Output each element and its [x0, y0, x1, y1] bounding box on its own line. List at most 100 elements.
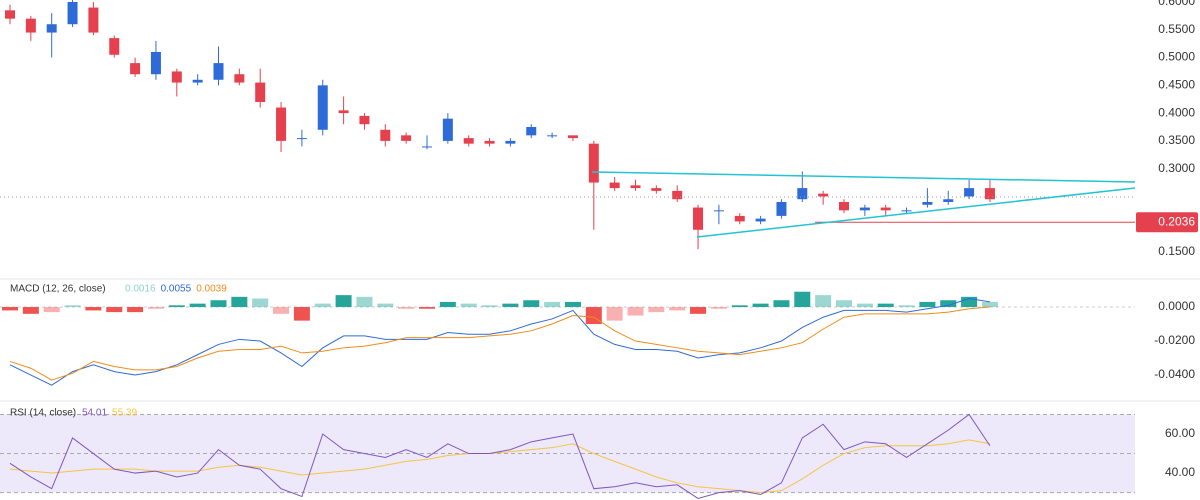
candle-body [109, 38, 120, 55]
candle-body [67, 2, 78, 25]
candle-body [734, 215, 745, 222]
macd-histogram-bar [127, 307, 144, 313]
candle-body [859, 207, 870, 211]
last-price-box [1136, 212, 1198, 233]
candle-body [213, 63, 224, 80]
macd-histogram-bar [460, 303, 477, 308]
candle-body [964, 188, 975, 197]
macd-line [9, 298, 991, 386]
macd-histogram-bar [377, 303, 394, 308]
candle-body [88, 7, 99, 33]
candle-body [526, 127, 537, 136]
candle-body [922, 202, 933, 205]
candle-body [255, 82, 266, 102]
macd-histogram-bar [273, 307, 290, 314]
macd-histogram-bar [648, 307, 665, 313]
macd-histogram-bar [210, 300, 227, 308]
candle-body [276, 107, 287, 141]
macd-histogram-bar [293, 307, 310, 321]
macd-histogram-bar [981, 301, 998, 308]
y-tick-label: 0.4500 [1158, 78, 1195, 92]
trendline [696, 187, 1136, 238]
candle-body [5, 10, 15, 19]
macd-title: MACD (12, 26, close) [10, 284, 106, 295]
candle-body [192, 79, 203, 83]
macd-histogram-bar [773, 300, 790, 308]
y-tick-label: 0.3000 [1158, 161, 1195, 175]
macd-histogram-bar [168, 305, 185, 308]
legend-value: 0.0016 [125, 284, 156, 295]
candle-body [901, 210, 912, 212]
candle-body [776, 202, 787, 216]
macd-histogram-bar [335, 295, 352, 308]
macd-histogram-bar [898, 305, 915, 308]
macd-histogram-bar [314, 303, 331, 308]
macd-histogram-bar [147, 307, 164, 309]
candle-body [442, 118, 453, 141]
candle-body [880, 207, 891, 211]
y-tick-label: 0.4000 [1158, 105, 1195, 119]
legend-value: 0.0055 [161, 284, 192, 295]
candle-body [630, 185, 641, 189]
candle-body [296, 138, 307, 140]
candle-body [839, 202, 849, 211]
macd-histogram-bar [481, 305, 498, 308]
legend-value: 55.39 [112, 408, 137, 419]
macd-histogram-bar [544, 301, 561, 308]
macd-histogram-bar [564, 301, 581, 308]
candle-body [46, 24, 57, 33]
y-tick-label: -0.0200 [1154, 333, 1195, 347]
candle-body [484, 140, 495, 144]
macd-histogram-bar [606, 307, 623, 321]
macd-histogram-bar [419, 307, 435, 309]
candle-body [651, 188, 662, 191]
y-tick-label: 40.00 [1165, 465, 1195, 479]
macd-histogram-bar [85, 307, 102, 311]
y-tick-label: -0.0400 [1154, 367, 1195, 381]
candle-body [755, 218, 766, 222]
macd-histogram-bar [231, 296, 248, 308]
legend-value: 0.0039 [196, 284, 227, 295]
macd-histogram-bar [815, 295, 832, 308]
candle-body [818, 193, 829, 197]
candle-body [547, 135, 558, 137]
candle-body [713, 210, 724, 212]
macd-histogram-bar [919, 301, 936, 308]
y-tick-label: 0.5500 [1158, 22, 1195, 36]
macd-histogram-bar [43, 307, 60, 313]
candle-body [25, 18, 36, 33]
candle-body [401, 135, 412, 141]
rsi-ma-line [9, 439, 991, 494]
rsi-line [9, 413, 991, 499]
candle-body [317, 85, 328, 130]
candle-body [984, 188, 995, 200]
candle-body [130, 63, 141, 75]
macd-histogram-bar [106, 307, 123, 313]
candle-body [588, 143, 599, 183]
candle-body [380, 129, 391, 141]
macd-histogram-bar [189, 303, 206, 308]
macd-histogram-bar [710, 307, 727, 309]
candle-body [797, 188, 808, 200]
macd-histogram-bar [836, 300, 852, 308]
legend-value: 54.01 [82, 408, 107, 419]
macd-histogram-bar [752, 303, 769, 308]
macd-histogram-bar [877, 303, 894, 308]
candle-body [943, 199, 954, 202]
candle-body [693, 207, 704, 230]
y-tick-label: 0.5000 [1158, 50, 1195, 64]
rsi-title: RSI (14, close) [10, 408, 76, 419]
macd-histogram-bar [690, 307, 707, 314]
macd-histogram-bar [794, 291, 811, 308]
macd-histogram-bar [398, 307, 415, 309]
macd-histogram-bar [627, 307, 644, 316]
signal-line [9, 306, 990, 381]
candle-body [463, 138, 474, 144]
candle-body [171, 71, 182, 83]
candle-body [359, 115, 370, 125]
y-tick-label: 0.0000 [1158, 299, 1195, 313]
candle-body [567, 135, 578, 139]
macd-histogram-bar [502, 303, 519, 308]
